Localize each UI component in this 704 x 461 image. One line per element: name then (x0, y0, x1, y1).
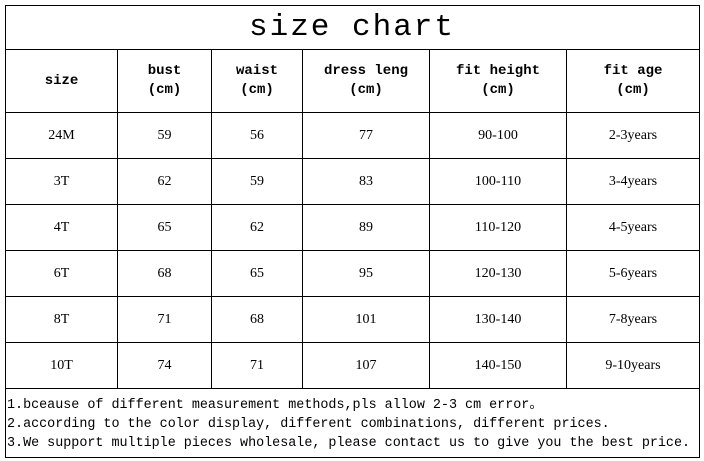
table-cell: 100-110 (430, 159, 567, 205)
note: 2.according to the color display, differ… (7, 417, 610, 432)
header-text: dress leng (323, 63, 408, 79)
header-text: size (44, 72, 79, 89)
title: size chart (5, 5, 699, 50)
table-cell: 3T (5, 159, 118, 205)
header-text: (cm) (349, 82, 383, 98)
header-text: (cm) (481, 82, 515, 98)
header-text: (cm) (240, 82, 274, 98)
table-cell: 95 (303, 251, 430, 297)
table-cell: 62 (118, 159, 212, 205)
table-cell: 65 (118, 205, 212, 251)
table-cell: 3-4years (567, 159, 700, 205)
table-cell: 59 (118, 113, 212, 159)
table-cell: 4-5years (567, 205, 700, 251)
table-cell: 107 (303, 343, 430, 389)
table-cell: 140-150 (430, 343, 567, 389)
table-cell: 74 (118, 343, 212, 389)
header-text: waist (235, 63, 278, 79)
table-cell: 89 (303, 205, 430, 251)
header-text: bust (147, 63, 182, 79)
table-cell: 4T (5, 205, 118, 251)
table-cell: 110-120 (430, 205, 567, 251)
table-cell: 8T (5, 297, 118, 343)
table-cell: 120-130 (430, 251, 567, 297)
table-cell: 68 (212, 297, 303, 343)
table-cell: 101 (303, 297, 430, 343)
header-text: (cm) (147, 82, 182, 98)
note: 1.bceause of different measurement metho… (7, 398, 543, 413)
note: 3.We support multiple pieces wholesale, … (7, 436, 691, 451)
header-text: fit age (603, 63, 663, 79)
table-cell: 71 (118, 297, 212, 343)
table-cell: 65 (212, 251, 303, 297)
table-cell: 130-140 (430, 297, 567, 343)
header-cell: dress leng (cm) (303, 50, 430, 113)
table-cell: 5-6years (567, 251, 700, 297)
header-cell: size (5, 50, 118, 113)
notes: 1.bceause of different measurement metho… (5, 396, 701, 453)
table-cell: 62 (212, 205, 303, 251)
table-cell: 71 (212, 343, 303, 389)
table-cell: 6T (5, 251, 118, 297)
table-cell: 7-8years (567, 297, 700, 343)
table-cell: 68 (118, 251, 212, 297)
header-text: fit height (455, 63, 540, 79)
table-cell: 59 (212, 159, 303, 205)
header-cell: bust (cm) (118, 50, 212, 113)
table-cell: 9-10years (567, 343, 700, 389)
header-text: (cm) (616, 82, 650, 98)
table-cell: 77 (303, 113, 430, 159)
table-cell: 2-3years (567, 113, 700, 159)
header-cell: waist (cm) (212, 50, 303, 113)
table-cell: 56 (212, 113, 303, 159)
header-cell: fit height (cm) (430, 50, 567, 113)
table-cell: 24M (5, 113, 118, 159)
header-cell: fit age (cm) (567, 50, 700, 113)
table-cell: 83 (303, 159, 430, 205)
table-cell: 90-100 (430, 113, 567, 159)
table-cell: 10T (5, 343, 118, 389)
